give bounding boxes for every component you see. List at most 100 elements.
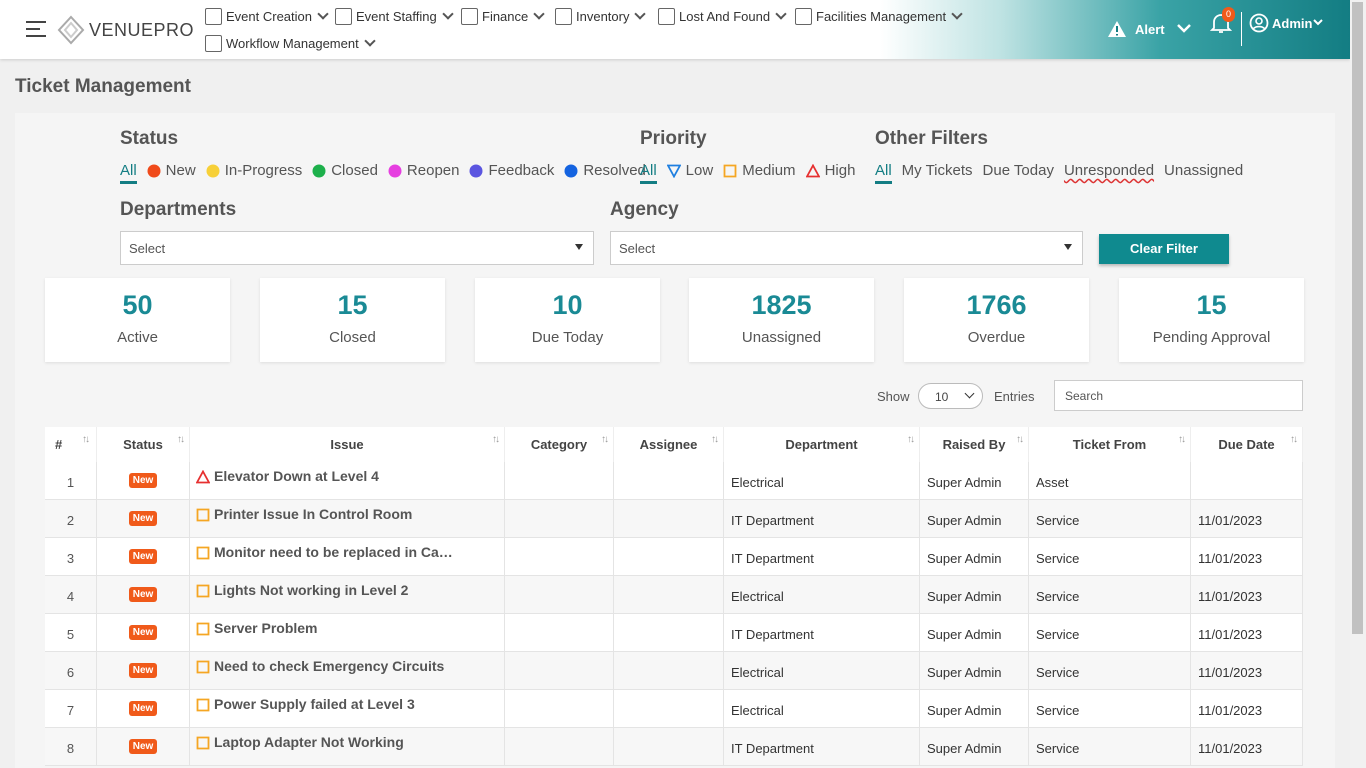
filter-label[interactable]: My Tickets	[901, 162, 973, 179]
filter-option[interactable]: Low	[666, 162, 714, 179]
filter-option[interactable]: Unassigned	[1164, 162, 1243, 179]
column-label[interactable]: Department	[785, 437, 858, 452]
nav-item[interactable]: Event Creation	[205, 6, 329, 26]
nav-item[interactable]: Facilities Management	[795, 6, 963, 26]
column-label[interactable]: Ticket From	[1072, 437, 1147, 452]
nav-label[interactable]: Lost And Found	[679, 8, 771, 24]
column-header[interactable]: Raised By ↑↓	[920, 427, 1029, 462]
column-label[interactable]: Assignee	[639, 437, 698, 452]
filter-label[interactable]: New	[165, 162, 196, 179]
filter-option[interactable]: All	[640, 162, 657, 184]
user-icon[interactable]	[1249, 13, 1269, 33]
page-size-select[interactable]: 10	[918, 383, 983, 409]
menu-icon[interactable]	[25, 20, 47, 38]
filter-option[interactable]: Medium	[723, 162, 796, 179]
dropdown[interactable]: Select	[610, 231, 1083, 265]
nav-label[interactable]: Workflow Management	[226, 35, 359, 51]
filter-option[interactable]: Feedback	[469, 162, 554, 179]
filter-label[interactable]: Closed	[331, 162, 378, 179]
alert-label[interactable]: Alert	[1135, 22, 1165, 37]
stat-card[interactable]: 1766 Overdue	[904, 278, 1089, 362]
column-header[interactable]: Status ↑↓	[97, 427, 190, 462]
filter-label[interactable]: All	[120, 162, 137, 179]
search-placeholder[interactable]: Search	[1065, 389, 1104, 403]
stat-card[interactable]: 15 Closed	[260, 278, 445, 362]
column-label[interactable]: Raised By	[942, 437, 1006, 452]
stat-label: Due Today	[531, 329, 604, 346]
column-label[interactable]: Issue	[330, 437, 364, 452]
nav-label[interactable]: Event Creation	[226, 8, 312, 24]
filter-option[interactable]: In-Progress	[206, 162, 303, 179]
filter-option[interactable]: All	[120, 162, 137, 184]
nav-item[interactable]: Lost And Found	[658, 6, 787, 26]
cell-text: Asset	[1036, 475, 1069, 490]
issue-link[interactable]: Power Supply failed at Level 3	[214, 696, 415, 712]
nav-label[interactable]: Inventory	[576, 8, 630, 24]
column-label[interactable]: #	[55, 437, 63, 452]
issue-link[interactable]: Monitor need to be replaced in Ca…	[214, 544, 453, 560]
column-label[interactable]: Status	[123, 437, 163, 452]
filter-option[interactable]: Due Today	[983, 162, 1054, 179]
column-label[interactable]: Category	[530, 437, 588, 452]
clear-filter-button[interactable]: Clear Filter	[1099, 234, 1229, 264]
filter-label[interactable]: In-Progress	[224, 162, 303, 179]
issue-link[interactable]: Printer Issue In Control Room	[214, 506, 413, 522]
sort-icon: ↑↓	[82, 434, 90, 445]
issue-link[interactable]: Server Problem	[214, 620, 318, 636]
nav-item[interactable]: Finance	[461, 6, 545, 26]
table-cell	[1191, 462, 1303, 500]
nav-label[interactable]: Finance	[482, 8, 529, 24]
filter-label[interactable]: Feedback	[488, 162, 555, 179]
dropdown-placeholder[interactable]: Select	[619, 241, 656, 256]
nav-item[interactable]: Workflow Management	[205, 33, 376, 53]
stat-card[interactable]: 50 Active	[45, 278, 230, 362]
filter-label[interactable]: All	[640, 162, 657, 179]
issue-link[interactable]: Laptop Adapter Not Working	[214, 734, 404, 750]
alert-chevron[interactable]	[1176, 22, 1192, 34]
filter-label[interactable]: Due Today	[982, 162, 1054, 179]
filter-label[interactable]: High	[824, 162, 856, 179]
issue-link[interactable]: Lights Not working in Level 2	[214, 582, 409, 598]
status-badge: New	[128, 473, 158, 488]
nav-label[interactable]: Facilities Management	[816, 8, 947, 24]
issue-link[interactable]: Need to check Emergency Circuits	[214, 658, 445, 674]
filter-option[interactable]: Resolved	[564, 162, 646, 179]
user-chevron[interactable]	[1312, 18, 1324, 28]
filter-option[interactable]: Unresponded	[1064, 162, 1154, 179]
column-header[interactable]: # ↑↓	[45, 427, 97, 462]
filter-option[interactable]: High	[805, 162, 856, 179]
filter-option[interactable]: Closed	[312, 162, 378, 179]
column-header[interactable]: Issue ↑↓	[190, 427, 505, 462]
filter-option[interactable]: New	[147, 162, 196, 179]
search-box[interactable]: Search	[1054, 380, 1303, 411]
column-label[interactable]: Due Date	[1218, 437, 1275, 452]
nav-item[interactable]: Inventory	[555, 6, 647, 26]
column-header[interactable]: Department ↑↓	[724, 427, 920, 462]
dropdown-placeholder[interactable]: Select	[129, 241, 166, 256]
filter-label[interactable]: Unassigned	[1164, 162, 1244, 179]
filter-option[interactable]: My Tickets	[902, 162, 973, 179]
filter-label[interactable]: Unresponded	[1063, 162, 1155, 179]
column-header[interactable]: Category ↑↓	[505, 427, 614, 462]
nav-item[interactable]: Event Staffing	[335, 6, 454, 26]
filter-option[interactable]: All	[875, 162, 892, 184]
table-cell: New	[97, 576, 190, 614]
dropdown[interactable]: Select	[120, 231, 594, 265]
nav-label[interactable]: Event Staffing	[356, 8, 437, 24]
column-header[interactable]: Assignee ↑↓	[614, 427, 724, 462]
stat-card[interactable]: 1825 Unassigned	[689, 278, 874, 362]
scrollbar[interactable]	[1350, 0, 1366, 768]
filter-label[interactable]: All	[875, 162, 892, 179]
filter-label[interactable]: Resolved	[583, 162, 646, 179]
stat-card[interactable]: 15 Pending Approval	[1119, 278, 1304, 362]
issue-link[interactable]: Elevator Down at Level 4	[214, 468, 379, 484]
column-header[interactable]: Ticket From ↑↓	[1029, 427, 1191, 462]
filter-option[interactable]: Reopen	[388, 162, 460, 179]
stat-card[interactable]: 10 Due Today	[475, 278, 660, 362]
page-size[interactable]: 10	[935, 390, 949, 404]
filter-label[interactable]: Low	[685, 162, 714, 179]
user-name[interactable]: Admin	[1272, 16, 1313, 31]
column-header[interactable]: Due Date ↑↓	[1191, 427, 1303, 462]
filter-label[interactable]: Medium	[742, 162, 796, 179]
filter-label[interactable]: Reopen	[406, 162, 460, 179]
